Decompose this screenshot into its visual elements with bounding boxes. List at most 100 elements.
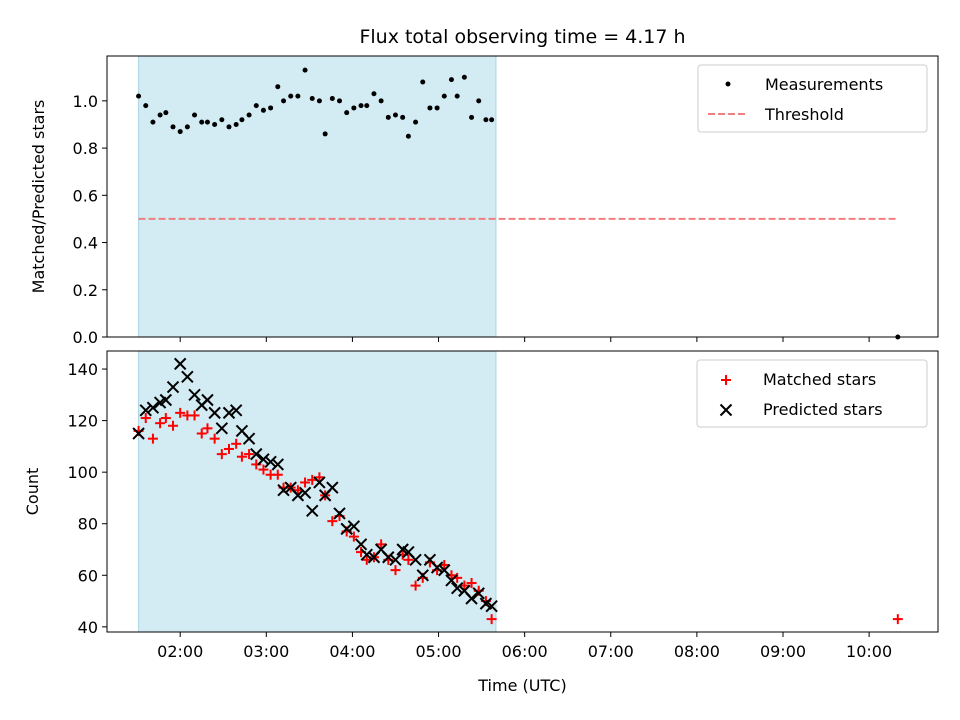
measurement-point xyxy=(400,114,406,120)
chart-title: Flux total observing time = 4.17 h xyxy=(359,26,685,48)
predicted-star-point xyxy=(340,522,353,536)
measurement-point xyxy=(489,117,495,123)
measurement-point xyxy=(226,124,232,130)
predicted-star-point xyxy=(277,484,290,497)
measurement-point xyxy=(233,121,239,127)
measurement-point xyxy=(427,105,433,111)
matched-star-point xyxy=(189,410,200,421)
predicted-star-point xyxy=(181,370,194,383)
legend-threshold-label: Threshold xyxy=(764,105,844,124)
flux-ratio-x-ticks xyxy=(179,337,870,342)
predicted-star-point xyxy=(257,453,270,466)
predicted-star-point xyxy=(298,486,312,499)
matched-star-point xyxy=(376,539,387,550)
predicted-star-point xyxy=(271,458,284,471)
matched-star-point xyxy=(258,464,269,475)
measurement-point xyxy=(150,119,156,125)
matched-star-point xyxy=(147,433,158,444)
measurement-point xyxy=(136,93,142,99)
legend-predicted-marker xyxy=(719,403,733,417)
predicted-star-point xyxy=(146,401,160,414)
matched-star-point xyxy=(155,418,166,429)
predicted-star-point xyxy=(201,393,214,407)
flux-ratio-panel: 0.0 0.2 0.4 0.6 0.8 1.0 Flux total observing … xyxy=(29,26,939,347)
flux-ratio-y-axis-label: Matched/Predicted stars xyxy=(29,100,48,294)
measurement-point xyxy=(177,129,183,135)
matched-star-point xyxy=(160,413,171,424)
x-tick-label: 05:00 xyxy=(415,642,461,661)
y-tick-label: 80 xyxy=(78,515,98,534)
measurement-point xyxy=(239,117,245,123)
star-count-legend: Matched stars Predicted stars xyxy=(696,359,928,428)
matched-star-point xyxy=(486,614,497,625)
star-count-legend-box xyxy=(696,359,928,428)
measurement-point xyxy=(351,105,357,111)
y-tick-label: 0.6 xyxy=(73,186,98,205)
measurement-point xyxy=(281,98,287,104)
x-tick-label: 10:00 xyxy=(846,642,892,661)
measurement-point xyxy=(454,93,460,99)
measurement-point xyxy=(405,133,411,139)
predicted-star-point xyxy=(188,388,201,402)
y-tick-label: 1.0 xyxy=(73,92,98,111)
predicted-star-point xyxy=(215,422,229,435)
star-count-panel: 40 60 80 100 120 140 02:00 03:00 04:00 05:00 06:0… xyxy=(23,350,939,695)
matched-star-point xyxy=(140,413,151,424)
measurement-point xyxy=(322,131,328,137)
predicted-star-point xyxy=(485,600,498,613)
measurement-point xyxy=(268,105,274,111)
measurement-point xyxy=(163,110,169,116)
measurement-point xyxy=(302,67,308,73)
y-tick-label: 60 xyxy=(78,566,98,585)
predicted-star-point xyxy=(347,520,361,533)
legend-measurements-marker xyxy=(725,81,731,87)
matched-star-point xyxy=(272,469,283,480)
x-tick-label: 09:00 xyxy=(760,642,806,661)
star-count-x-ticks: 02:00 03:00 04:00 05:00 06:00 07:00 08:00 09:00… xyxy=(157,632,892,661)
measurement-point xyxy=(461,74,467,80)
observing-window-shade xyxy=(138,55,497,338)
measurement-point xyxy=(385,114,391,120)
y-tick-label: 0.8 xyxy=(73,139,98,158)
legend-cross-glyph xyxy=(719,403,733,417)
predicted-star-point xyxy=(250,447,263,461)
measurement-point xyxy=(260,107,266,113)
x-tick-label: 03:00 xyxy=(243,642,289,661)
star-count-axes-frame xyxy=(106,350,939,633)
measurement-point xyxy=(371,91,377,97)
matched-star-point xyxy=(236,451,247,462)
predicted-star-point xyxy=(313,476,326,489)
matched-star-point xyxy=(223,443,234,454)
measurement-point xyxy=(184,124,190,130)
matched-star-point xyxy=(175,407,186,418)
predicted-star-point xyxy=(222,406,236,420)
predicted-star-point xyxy=(472,587,485,600)
measurement-point xyxy=(392,112,398,118)
predicted-star-point xyxy=(166,380,180,394)
measurement-point xyxy=(253,103,259,109)
matched-star-point xyxy=(209,433,220,444)
matched-star-point xyxy=(244,449,255,460)
matched-star-point xyxy=(168,420,179,431)
x-tick-label: 08:00 xyxy=(674,642,720,661)
predicted-star-point xyxy=(208,406,221,420)
measurement-point xyxy=(469,114,475,120)
predicted-star-point xyxy=(173,357,187,371)
measurement-point xyxy=(483,117,489,123)
measurement-point xyxy=(157,112,163,118)
matched-star-point xyxy=(403,554,414,565)
measurement-point xyxy=(358,103,364,109)
matched-star-point xyxy=(327,516,338,527)
legend-measurements-label: Measurements xyxy=(765,75,883,94)
y-tick-label: 0.4 xyxy=(73,234,98,253)
predicted-star-point xyxy=(139,404,152,417)
measurement-point xyxy=(476,98,482,104)
measurement-point xyxy=(420,79,426,85)
x-axis-label: Time (UTC) xyxy=(477,676,566,695)
flux-ratio-y-ticks: 0.0 0.2 0.4 0.6 0.8 1.0 xyxy=(73,92,107,347)
flux-ratio-axes-frame xyxy=(106,55,939,338)
measurement-point xyxy=(413,119,419,125)
star-count-y-ticks: 40 60 80 100 120 140 xyxy=(67,360,107,637)
star-count-y-axis-label: Count xyxy=(23,468,42,516)
